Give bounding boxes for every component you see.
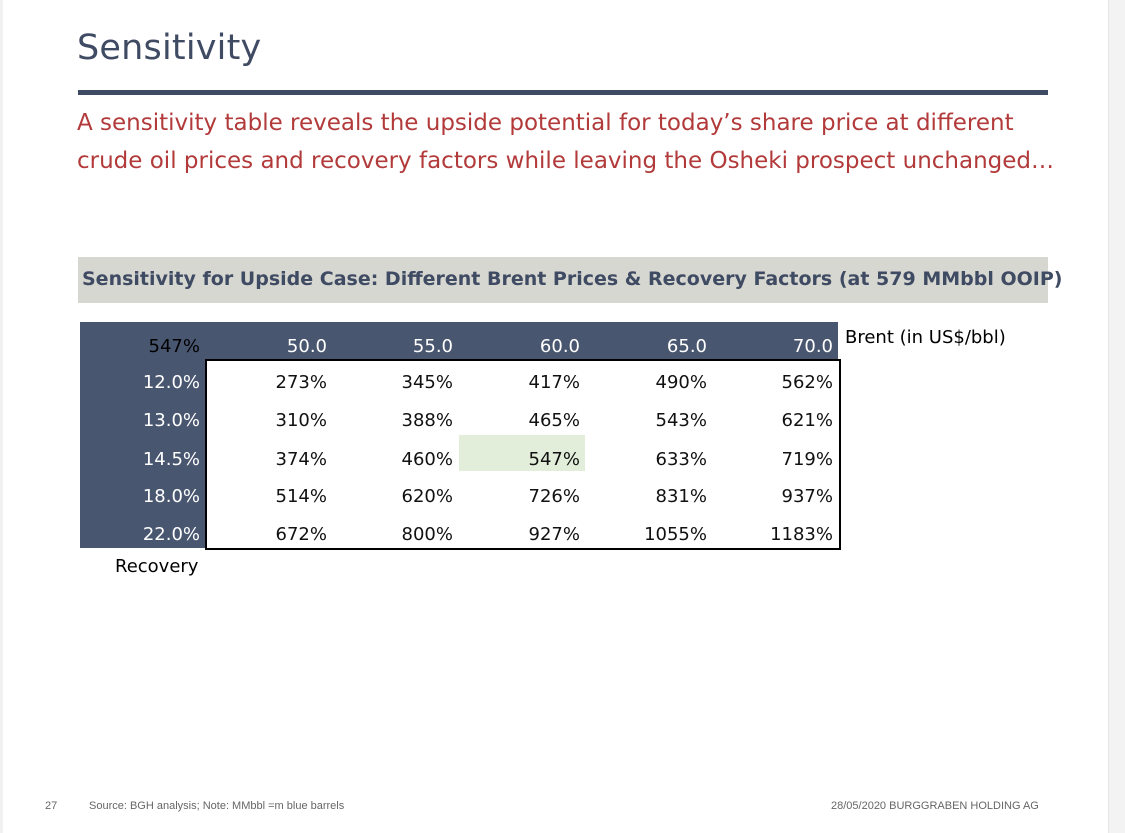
footer-source: Source: BGH analysis; Note: MMbbl =m blu… <box>89 800 345 812</box>
row-header: 13.0% <box>142 410 200 431</box>
column-header: 65.0 <box>666 336 707 357</box>
corner-cell: 547% <box>148 336 200 357</box>
column-axis-label: Brent (in US$/bbl) <box>845 327 1006 348</box>
table-cell: 345% <box>401 372 453 393</box>
subtitle-line: A sensitivity table reveals the upside p… <box>77 110 1014 136</box>
page-number: 27 <box>45 800 58 812</box>
table-cell: 514% <box>275 486 327 507</box>
table-cell: 719% <box>781 449 833 470</box>
table-cell: 1183% <box>770 524 833 545</box>
table-caption: Sensitivity for Upside Case: Different B… <box>78 257 1062 303</box>
table-cell: 726% <box>528 486 580 507</box>
table-cell: 927% <box>528 524 580 545</box>
table-cell: 800% <box>401 524 453 545</box>
table-cell: 621% <box>781 410 833 431</box>
column-header: 55.0 <box>412 336 453 357</box>
page-edge <box>1108 0 1125 833</box>
column-header-band <box>80 322 838 359</box>
table-cell: 388% <box>401 410 453 431</box>
table-cell: 937% <box>781 486 833 507</box>
table-cell: 490% <box>655 372 707 393</box>
table-cell: 417% <box>528 372 580 393</box>
table-cell: 310% <box>275 410 327 431</box>
column-header: 50.0 <box>286 336 327 357</box>
table-cell: 543% <box>655 410 707 431</box>
table-cell: 672% <box>275 524 327 545</box>
subtitle-line: crude oil prices and recovery factors wh… <box>77 148 1055 174</box>
table-cell: 460% <box>401 449 453 470</box>
row-header: 14.5% <box>142 449 200 470</box>
table-cell: 1055% <box>644 524 707 545</box>
footer-date-company: 28/05/2020 BURGGRABEN HOLDING AG <box>831 800 1039 812</box>
table-cell: 831% <box>655 486 707 507</box>
slide-title: Sensitivity <box>77 28 262 68</box>
column-header: 70.0 <box>792 336 833 357</box>
page-edge <box>0 0 3 833</box>
table-cell: 547% <box>528 449 580 470</box>
table-cell: 374% <box>275 449 327 470</box>
row-header: 22.0% <box>142 524 200 545</box>
column-header: 60.0 <box>539 336 580 357</box>
table-cell: 465% <box>528 410 580 431</box>
table-cell: 620% <box>401 486 453 507</box>
row-header: 12.0% <box>142 372 200 393</box>
table-cell: 562% <box>781 372 833 393</box>
row-header: 18.0% <box>142 486 200 507</box>
table-cell: 273% <box>275 372 327 393</box>
slide-subtitle: A sensitivity table reveals the upside p… <box>77 104 1077 180</box>
values-grid <box>205 359 841 550</box>
table-caption-text: Sensitivity for Upside Case: Different B… <box>82 268 1063 290</box>
title-divider <box>78 90 1048 95</box>
row-axis-label: Recovery <box>115 556 199 577</box>
table-cell: 633% <box>655 449 707 470</box>
row-header-band <box>80 359 205 548</box>
highlighted-cell <box>459 435 585 471</box>
